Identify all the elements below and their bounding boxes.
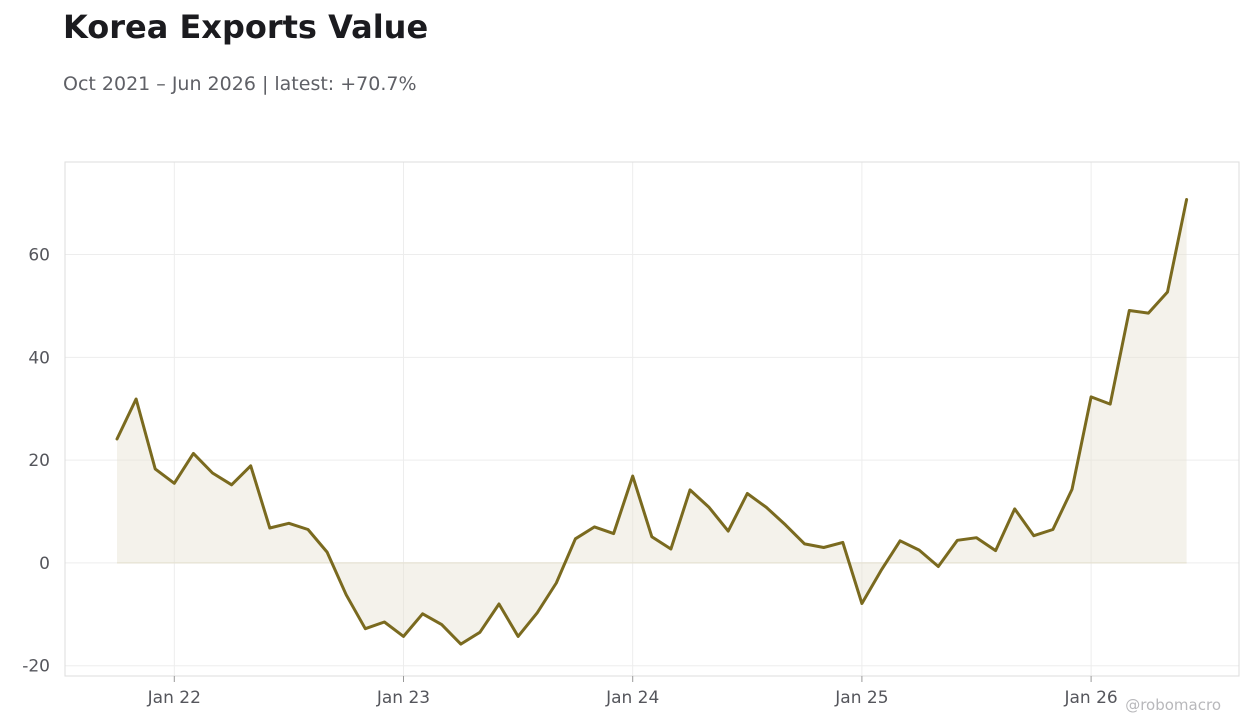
- y-tick-label: 20: [28, 451, 50, 471]
- grid-lines: [65, 162, 1239, 676]
- x-tick-label: Jan 25: [834, 688, 888, 708]
- y-tick-label: 60: [28, 246, 50, 266]
- x-axis: Jan 22 Jan 23 Jan 24 Jan 25 Jan 26: [147, 676, 1118, 708]
- y-tick-label: -20: [22, 657, 50, 677]
- x-tick-label: Jan 22: [147, 688, 201, 708]
- area-fill: [117, 199, 1187, 645]
- y-tick-label: 40: [28, 348, 50, 368]
- watermark: @robomacro: [1125, 696, 1221, 714]
- chart-title: Korea Exports Value: [63, 8, 429, 46]
- y-tick-label: 0: [39, 554, 50, 574]
- plot-frame: [64, 161, 1240, 677]
- x-tick-label: Jan 26: [1063, 688, 1117, 708]
- x-tick-label: Jan 24: [605, 688, 659, 708]
- x-tick-label: Jan 23: [376, 688, 430, 708]
- chart-subtitle: Oct 2021 – Jun 2026 | latest: +70.7%: [63, 73, 417, 95]
- exports-line: [115, 198, 1189, 646]
- y-axis: -20 0 20 40 60: [22, 246, 50, 677]
